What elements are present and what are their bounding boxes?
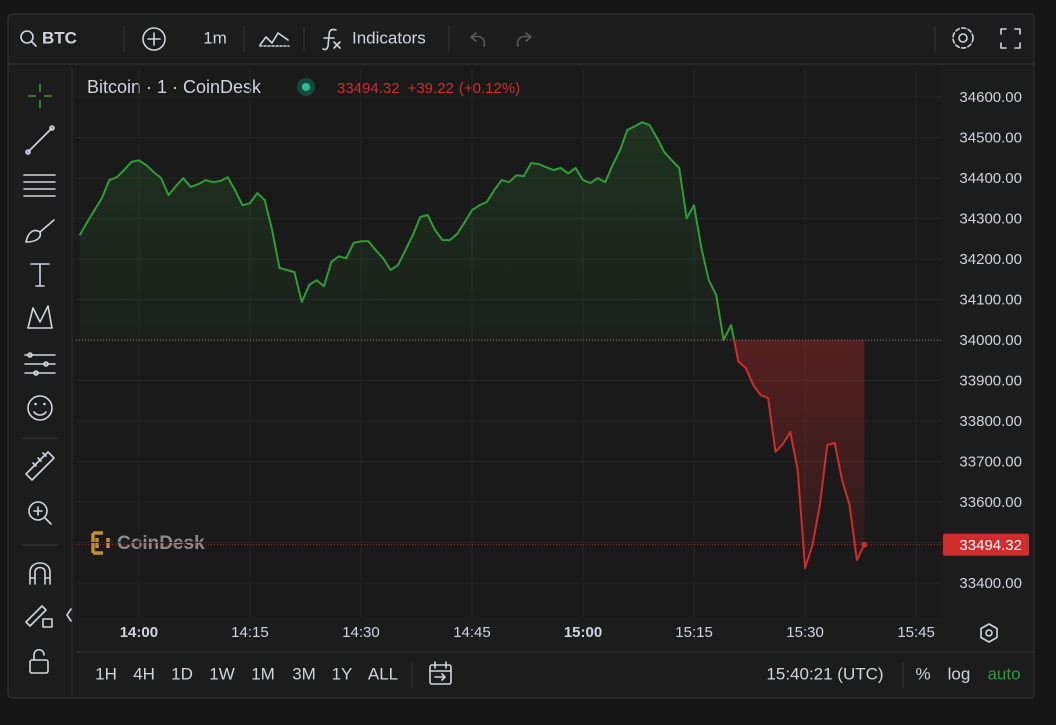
interval[interactable]: 1m — [203, 28, 227, 47]
x-tick-label: 14:45 — [453, 624, 491, 641]
chart-style[interactable] — [259, 32, 290, 47]
collapse-toolbar[interactable] — [66, 608, 72, 622]
y-tick-label: 33600.00 — [959, 494, 1022, 511]
y-tick-label: 33700.00 — [959, 453, 1022, 470]
lock-tool[interactable] — [29, 648, 49, 674]
y-tick-label: 33800.00 — [959, 413, 1022, 430]
range-button[interactable]: 1W — [209, 664, 235, 683]
range-button[interactable]: 1D — [171, 664, 193, 683]
symbol[interactable]: BTC — [42, 28, 77, 47]
add-symbol[interactable] — [142, 27, 166, 51]
redo[interactable] — [516, 32, 532, 47]
chart-title: Bitcoin · 1 · CoinDesk — [87, 77, 262, 97]
range-button[interactable]: 4H — [133, 664, 155, 683]
date-range-picker[interactable] — [429, 661, 452, 685]
auto-toggle[interactable]: auto — [987, 664, 1020, 683]
y-tick-label: 34100.00 — [959, 292, 1022, 309]
y-tick-label: 34200.00 — [959, 251, 1022, 268]
last-price-badge — [943, 533, 1029, 556]
range-button[interactable]: 1M — [251, 664, 275, 683]
last-point — [861, 541, 868, 548]
trend-line-tool[interactable] — [25, 125, 55, 155]
log-toggle[interactable]: log — [948, 664, 971, 683]
emoji-tool[interactable] — [27, 395, 53, 421]
live-indicator-dot — [302, 83, 310, 91]
price-line — [78, 121, 866, 569]
x-tick-label: 14:00 — [120, 624, 158, 641]
settings[interactable] — [952, 27, 974, 49]
fib-tool[interactable] — [23, 174, 56, 197]
x-tick-label: 15:45 — [897, 624, 935, 641]
text-tool[interactable] — [30, 263, 50, 287]
search[interactable]: BTC — [20, 28, 77, 47]
zoom-tool[interactable] — [28, 501, 52, 525]
last-price-label: 33494.32 — [959, 537, 1022, 554]
x-tick-label: 14:30 — [342, 624, 380, 641]
y-tick-label: 34500.00 — [959, 130, 1022, 147]
y-tick-label: 33400.00 — [959, 575, 1022, 592]
x-tick-label: 15:00 — [564, 624, 602, 641]
x-tick-label: 15:15 — [675, 624, 713, 641]
last-price: 33494.32 — [337, 80, 400, 97]
range-button[interactable]: 1Y — [332, 664, 353, 683]
fullscreen[interactable] — [1000, 28, 1021, 49]
y-tick-label: 34300.00 — [959, 211, 1022, 228]
clock: 15:40:21 (UTC) — [766, 664, 883, 683]
y-tick-label: 33900.00 — [959, 373, 1022, 390]
magnet-tool[interactable] — [29, 562, 51, 585]
range-button[interactable]: 3M — [292, 664, 316, 683]
measure-tool[interactable] — [25, 451, 55, 481]
percent-toggle[interactable]: % — [915, 664, 930, 683]
price-change: +39.22 — [408, 80, 454, 97]
axis-settings[interactable] — [980, 623, 998, 643]
y-tick-label: 34600.00 — [959, 89, 1022, 106]
prediction-tool[interactable] — [24, 352, 56, 376]
y-tick-label: 34000.00 — [959, 332, 1022, 349]
brush-tool[interactable] — [25, 219, 55, 243]
x-tick-label: 14:15 — [231, 624, 269, 641]
crosshair-tool[interactable] — [28, 84, 52, 108]
price-change-percent: (+0.12%) — [459, 80, 520, 97]
plot — [76, 121, 942, 569]
pattern-tool[interactable] — [27, 305, 53, 329]
lock-drawing-tool[interactable] — [25, 605, 53, 628]
y-tick-label: 34400.00 — [959, 170, 1022, 187]
range-button[interactable]: 1H — [95, 664, 117, 683]
watermark-text: CoinDesk — [117, 533, 205, 554]
range-button[interactable]: ALL — [368, 664, 398, 683]
price-area — [79, 122, 865, 569]
indicators[interactable]: Indicators — [322, 28, 426, 51]
x-tick-label: 15:30 — [786, 624, 824, 641]
indicators-label[interactable]: Indicators — [352, 28, 426, 47]
undo[interactable] — [470, 32, 486, 47]
